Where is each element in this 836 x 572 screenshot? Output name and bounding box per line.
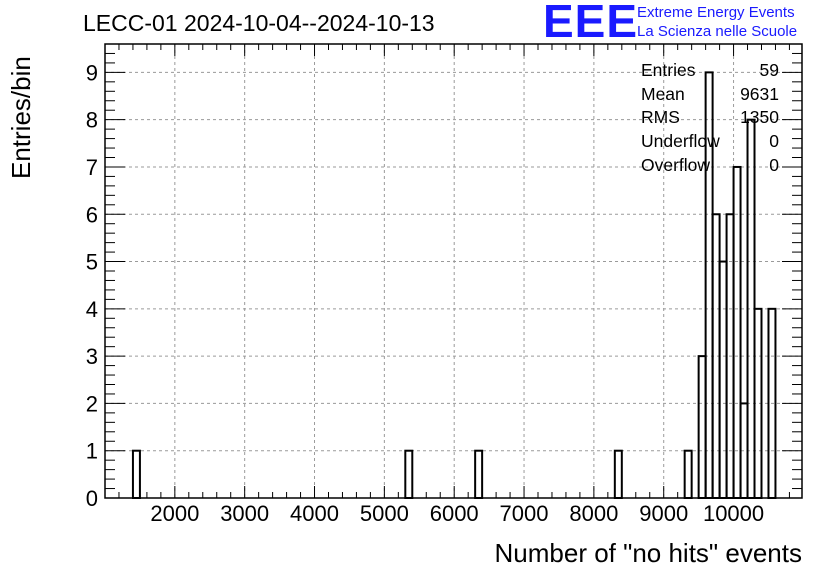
y-tick-label: 4 <box>86 297 98 322</box>
histogram-bar <box>404 449 414 500</box>
y-tick-label: 2 <box>86 391 98 416</box>
y-tick-label: 3 <box>86 344 98 369</box>
stat-value: 1350 <box>740 107 779 128</box>
x-tick-label: 6000 <box>430 501 479 526</box>
histogram-bar <box>697 355 707 499</box>
stats-box: Entries 59 Mean 9631 RMS 1350 Underflow 0 Overfl… <box>641 59 779 178</box>
stat-row: Mean 9631 <box>641 83 779 107</box>
stat-row: Entries 59 <box>641 59 779 83</box>
histogram-bar <box>131 449 141 500</box>
stat-label: Overflow <box>641 154 711 175</box>
x-axis-label: Number of "no hits" events <box>494 538 803 568</box>
y-axis-label: Entries/bin <box>6 56 36 179</box>
histogram-bar <box>613 449 623 500</box>
x-tick-label: 2000 <box>150 501 199 526</box>
logo-caption: Extreme Energy Events La Scienza nelle S… <box>637 3 797 41</box>
y-tick-label: 8 <box>86 108 98 133</box>
logo-caption-line1: Extreme Energy Events <box>637 4 795 21</box>
x-tick-label: 9000 <box>639 501 688 526</box>
y-tick-label: 7 <box>86 155 98 180</box>
y-tick-label: 0 <box>86 486 98 511</box>
stat-value: 0 <box>769 131 779 152</box>
y-tick-label: 6 <box>86 202 98 227</box>
stat-value: 9631 <box>740 83 779 104</box>
histogram-bar <box>474 449 484 500</box>
stat-value: 0 <box>769 154 779 175</box>
stat-row: Overflow 0 <box>641 154 779 178</box>
stat-value: 59 <box>759 60 779 80</box>
stat-label: Mean <box>641 83 685 104</box>
chart-title: LECC-01 2024-10-04--2024-10-13 <box>83 10 435 36</box>
y-tick-label: 9 <box>86 60 98 85</box>
x-tick-label: 3000 <box>220 501 269 526</box>
y-tick-label: 5 <box>86 250 98 275</box>
stat-label: RMS <box>641 107 680 128</box>
histogram-bar <box>732 165 742 499</box>
stat-label: Underflow <box>641 131 720 152</box>
histogram-bar <box>683 449 693 500</box>
x-tick-label: 7000 <box>500 501 549 526</box>
logo-caption-line2: La Scienza nelle Scuole <box>637 23 798 40</box>
x-tick-label: 8000 <box>569 501 618 526</box>
x-tick-label: 5000 <box>360 501 409 526</box>
histogram-bar <box>718 260 728 499</box>
y-tick-label: 1 <box>86 439 98 464</box>
stat-row: RMS 1350 <box>641 106 779 130</box>
stat-row: Underflow 0 <box>641 130 779 154</box>
x-tick-label: 4000 <box>290 501 339 526</box>
eee-logo: EEE <box>543 0 639 47</box>
stat-label: Entries <box>641 60 696 80</box>
x-tick-label: 10000 <box>703 501 764 526</box>
